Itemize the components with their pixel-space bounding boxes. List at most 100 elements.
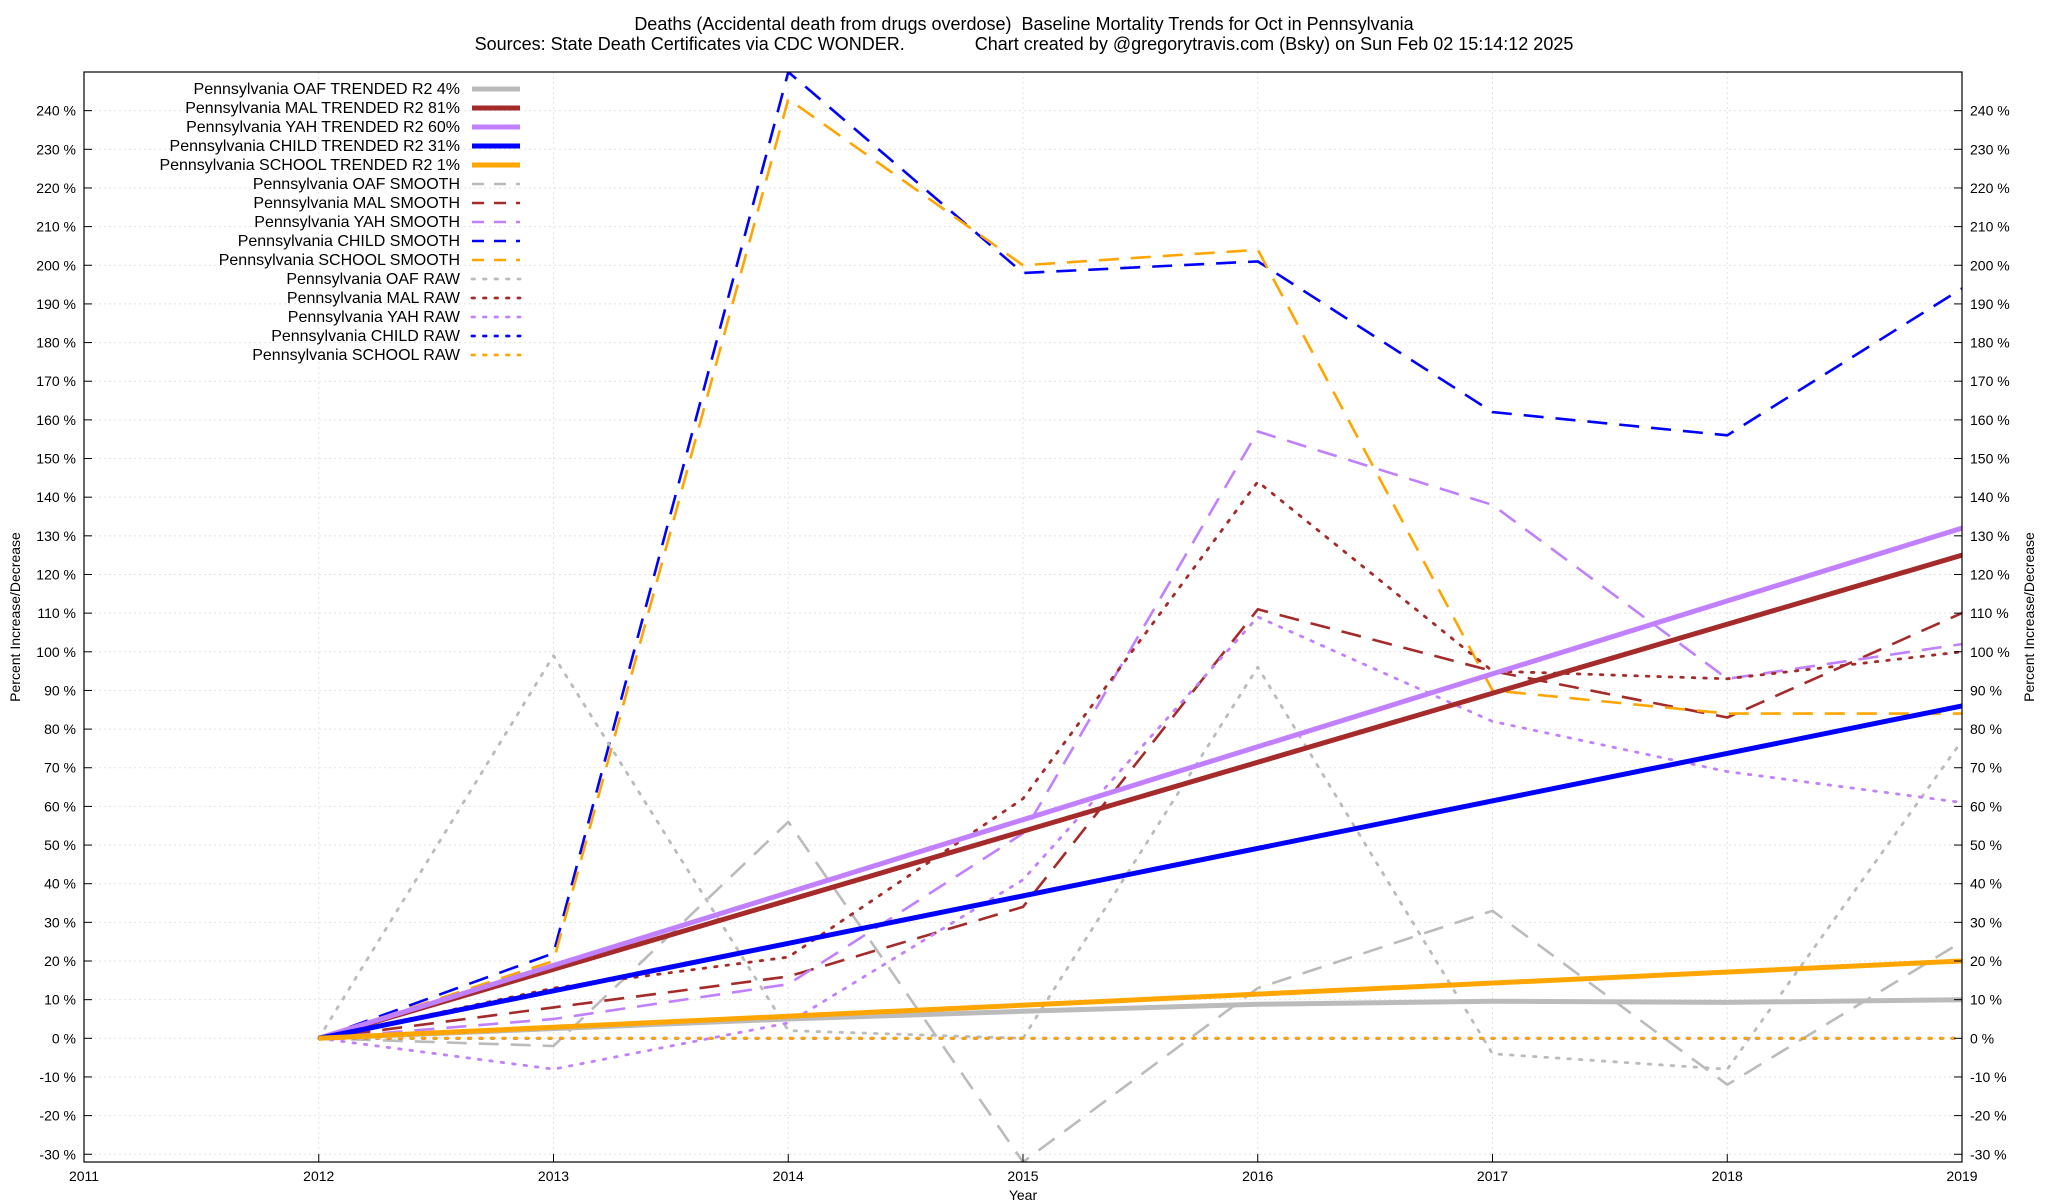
- series-line-dashed-5: [318, 820, 1962, 1162]
- legend-label: Pennsylvania CHILD SMOOTH: [238, 233, 460, 250]
- legend-label: Pennsylvania SCHOOL TRENDED R2 1%: [159, 157, 460, 174]
- y2-tick-label: 150 %: [1970, 451, 2010, 467]
- legend-entry: Pennsylvania YAH RAW: [288, 309, 522, 326]
- x-tick-label: 2018: [1712, 1168, 1743, 1184]
- x-tick-label: 2016: [1242, 1168, 1273, 1184]
- y2-tick-label: 70 %: [1970, 760, 2002, 776]
- x-tick-label: 2015: [1007, 1168, 1038, 1184]
- series-line-dashed-8: [318, 72, 1962, 1040]
- y2-tick-label: 60 %: [1970, 798, 2002, 814]
- x-tick-label: 2013: [538, 1168, 569, 1184]
- legend-label: Pennsylvania CHILD RAW: [271, 328, 461, 345]
- series-line-dashed-9: [318, 97, 1962, 1040]
- y-tick-label: 60 %: [44, 798, 76, 814]
- legend-entry: Pennsylvania MAL RAW: [287, 290, 522, 307]
- y-tick-label: 220 %: [36, 180, 76, 196]
- y2-tick-label: 200 %: [1970, 257, 2010, 273]
- legend-entry: Pennsylvania CHILD RAW: [271, 328, 522, 345]
- y2-tick-label: 190 %: [1970, 296, 2010, 312]
- legend-label: Pennsylvania MAL RAW: [287, 290, 461, 307]
- y-tick-label: 30 %: [44, 914, 76, 930]
- y-tick-label: -30 %: [39, 1146, 76, 1162]
- y2-tick-label: 90 %: [1970, 682, 2002, 698]
- series-line-solid-1: [318, 552, 1962, 1041]
- series-line-solid-2: [318, 525, 1962, 1041]
- y-tick-label: 150 %: [36, 451, 76, 467]
- y2-tick-label: 100 %: [1970, 644, 2010, 660]
- y-tick-label: 100 %: [36, 644, 76, 660]
- chart-title: Deaths (Accidental death from drugs over…: [634, 14, 1414, 34]
- y-tick-label: 10 %: [44, 992, 76, 1008]
- legend-entry: Pennsylvania OAF SMOOTH: [253, 176, 520, 193]
- y2-tick-label: 220 %: [1970, 180, 2010, 196]
- legend-entry: Pennsylvania SCHOOL RAW: [252, 347, 522, 364]
- y2-tick-label: 160 %: [1970, 412, 2010, 428]
- legend-label: Pennsylvania SCHOOL RAW: [252, 347, 461, 364]
- y-tick-label: 20 %: [44, 953, 76, 969]
- legend-entry: Pennsylvania MAL SMOOTH: [253, 195, 520, 212]
- y-tick-label: 240 %: [36, 103, 76, 119]
- y2-axis-label: Percent Increase/Decrease: [2021, 532, 2037, 702]
- y-tick-label: -20 %: [39, 1108, 76, 1124]
- legend-entry: Pennsylvania YAH SMOOTH: [254, 214, 520, 231]
- y-tick-label: 50 %: [44, 837, 76, 853]
- series-line-dashed-6: [318, 607, 1962, 1040]
- y-tick-label: 190 %: [36, 296, 76, 312]
- y-axis-label: Percent Increase/Decrease: [7, 532, 23, 702]
- y2-tick-label: 0 %: [1970, 1030, 1994, 1046]
- y2-tick-label: -10 %: [1970, 1069, 2007, 1085]
- x-tick-label: 2011: [69, 1168, 99, 1184]
- series-line-dashed-7: [318, 430, 1962, 1040]
- legend-label: Pennsylvania MAL SMOOTH: [253, 195, 460, 212]
- legend-entry: Pennsylvania OAF RAW: [286, 271, 522, 288]
- legend-label: Pennsylvania SCHOOL SMOOTH: [219, 252, 460, 269]
- y2-tick-label: 180 %: [1970, 335, 2010, 351]
- series-line-solid-3: [318, 703, 1962, 1041]
- y-tick-label: 0 %: [52, 1030, 76, 1046]
- legend-entry: Pennsylvania YAH TRENDED R2 60%: [186, 119, 520, 136]
- y-tick-label: 140 %: [36, 489, 76, 505]
- y2-tick-label: 50 %: [1970, 837, 2002, 853]
- chart-subtitle: Sources: State Death Certificates via CD…: [474, 34, 1574, 54]
- legend-label: Pennsylvania MAL TRENDED R2 81%: [185, 100, 460, 117]
- y2-tick-label: 130 %: [1970, 528, 2010, 544]
- y2-tick-label: 80 %: [1970, 721, 2002, 737]
- y2-tick-label: 30 %: [1970, 914, 2002, 930]
- legend-entry: Pennsylvania MAL TRENDED R2 81%: [185, 100, 520, 117]
- y-tick-label: 70 %: [44, 760, 76, 776]
- x-tick-label: 2014: [773, 1168, 804, 1184]
- legend-label: Pennsylvania YAH TRENDED R2 60%: [186, 119, 460, 136]
- y2-tick-label: 110 %: [1970, 605, 2009, 621]
- y2-tick-label: 230 %: [1970, 141, 2010, 157]
- y-tick-label: -10 %: [39, 1069, 76, 1085]
- legend-entry: Pennsylvania SCHOOL SMOOTH: [219, 252, 520, 269]
- y-tick-label: 180 %: [36, 335, 76, 351]
- y-tick-label: 90 %: [44, 682, 76, 698]
- y2-tick-label: 40 %: [1970, 876, 2002, 892]
- y2-tick-label: 210 %: [1970, 219, 2010, 235]
- x-tick-label: 2019: [1946, 1168, 1977, 1184]
- legend-label: Pennsylvania OAF RAW: [286, 271, 461, 288]
- x-tick-label: 2012: [303, 1168, 334, 1184]
- legend-label: Pennsylvania YAH RAW: [288, 309, 461, 326]
- y-tick-label: 200 %: [36, 257, 76, 273]
- y2-tick-label: 20 %: [1970, 953, 2002, 969]
- y-tick-label: 80 %: [44, 721, 76, 737]
- y2-tick-label: 240 %: [1970, 103, 2010, 119]
- legend-label: Pennsylvania CHILD TRENDED R2 31%: [170, 138, 460, 155]
- y-tick-label: 120 %: [36, 566, 76, 582]
- series-line-solid-4: [318, 958, 1962, 1041]
- y-tick-label: 130 %: [36, 528, 76, 544]
- axis-ticks: -30 % -30 % -20 % -20 % -10 % -10 % 0 % 0 % 10 %…: [36, 103, 2009, 1184]
- y2-tick-label: 170 %: [1970, 373, 2010, 389]
- y2-tick-label: -30 %: [1970, 1146, 2007, 1162]
- y2-tick-label: 10 %: [1970, 992, 2002, 1008]
- series-lines: [317, 72, 1962, 1162]
- y2-tick-label: 120 %: [1970, 566, 2010, 582]
- x-tick-label: 2017: [1477, 1168, 1508, 1184]
- y-tick-label: 110 %: [37, 605, 76, 621]
- x-axis-label: Year: [1009, 1187, 1038, 1200]
- y-tick-label: 160 %: [36, 412, 76, 428]
- legend-entry: Pennsylvania OAF TRENDED R2 4%: [194, 81, 520, 98]
